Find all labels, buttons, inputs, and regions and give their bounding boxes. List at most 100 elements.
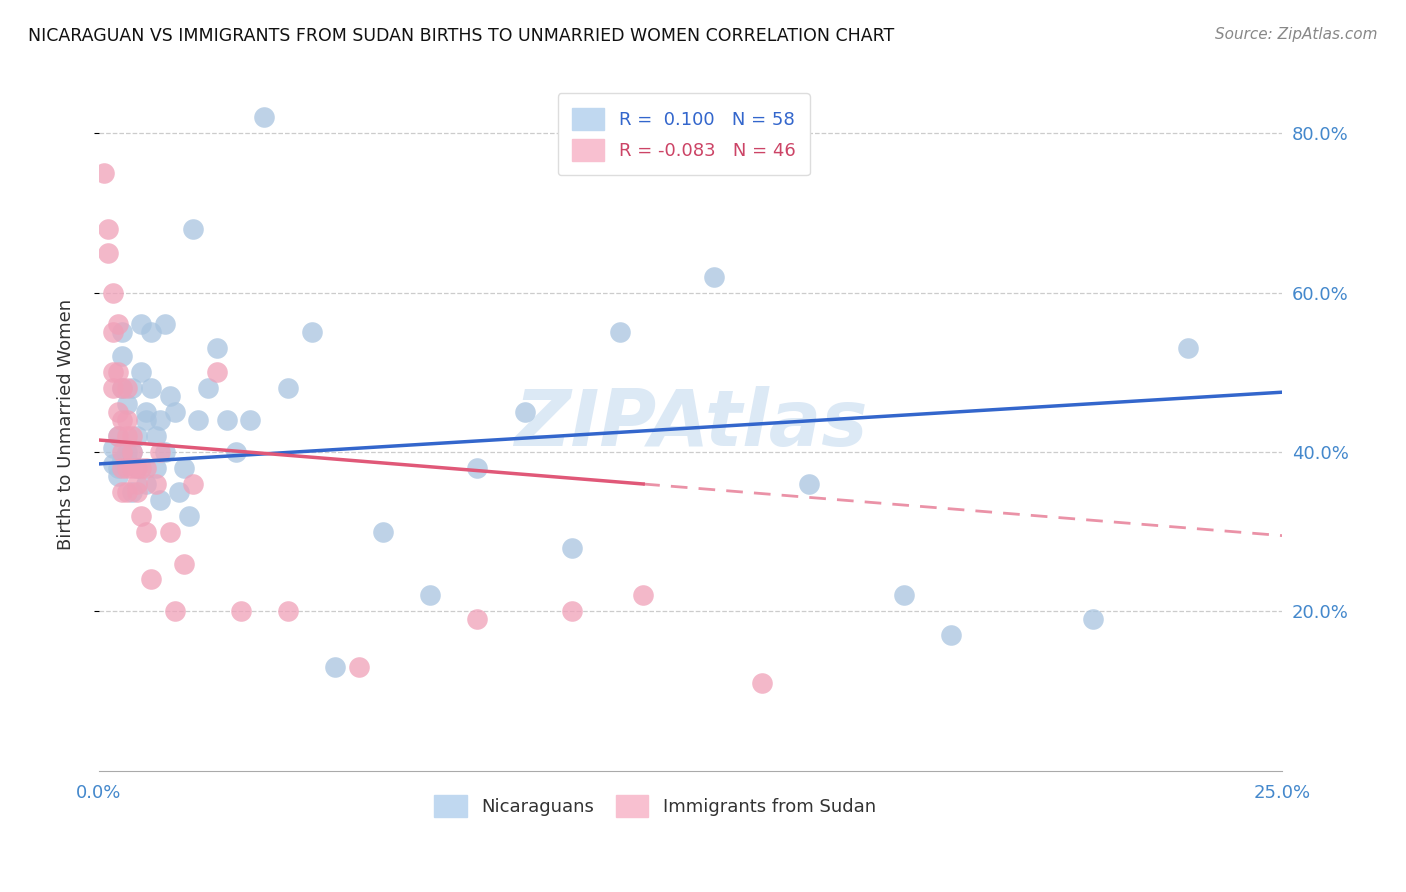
Point xyxy=(135,405,157,419)
Point xyxy=(205,342,228,356)
Point xyxy=(121,445,143,459)
Point xyxy=(149,445,172,459)
Point xyxy=(125,429,148,443)
Point xyxy=(111,381,134,395)
Point xyxy=(277,604,299,618)
Point xyxy=(1177,342,1199,356)
Point xyxy=(125,461,148,475)
Point xyxy=(177,508,200,523)
Point xyxy=(145,429,167,443)
Point xyxy=(107,365,129,379)
Point xyxy=(107,468,129,483)
Point xyxy=(347,660,370,674)
Point xyxy=(111,484,134,499)
Point xyxy=(115,429,138,443)
Point xyxy=(1081,612,1104,626)
Point xyxy=(197,381,219,395)
Point xyxy=(183,222,205,236)
Point xyxy=(131,508,153,523)
Point xyxy=(115,461,138,475)
Point xyxy=(939,628,962,642)
Point xyxy=(131,365,153,379)
Point xyxy=(101,365,124,379)
Point xyxy=(751,676,773,690)
Point xyxy=(115,381,138,395)
Point xyxy=(183,476,205,491)
Text: Source: ZipAtlas.com: Source: ZipAtlas.com xyxy=(1215,27,1378,42)
Point xyxy=(111,461,134,475)
Point xyxy=(125,484,148,499)
Point xyxy=(163,604,186,618)
Point xyxy=(107,429,129,443)
Point xyxy=(111,445,134,459)
Point xyxy=(131,461,153,475)
Point xyxy=(97,222,120,236)
Point xyxy=(101,326,124,340)
Point xyxy=(107,318,129,332)
Point xyxy=(121,429,143,443)
Point xyxy=(159,389,181,403)
Point xyxy=(139,326,162,340)
Legend: Nicaraguans, Immigrants from Sudan: Nicaraguans, Immigrants from Sudan xyxy=(427,788,883,824)
Point xyxy=(107,429,129,443)
Point xyxy=(229,604,252,618)
Point xyxy=(513,405,536,419)
Point xyxy=(135,524,157,539)
Point xyxy=(135,413,157,427)
Point xyxy=(131,318,153,332)
Point xyxy=(173,461,195,475)
Point xyxy=(167,484,190,499)
Point xyxy=(121,381,143,395)
Point xyxy=(125,476,148,491)
Point xyxy=(301,326,323,340)
Point xyxy=(115,484,138,499)
Point xyxy=(135,476,157,491)
Point xyxy=(561,604,583,618)
Point xyxy=(239,413,262,427)
Point xyxy=(115,413,138,427)
Point xyxy=(115,397,138,411)
Point xyxy=(93,166,115,180)
Point xyxy=(467,612,489,626)
Text: ZIPAtlas: ZIPAtlas xyxy=(513,386,868,462)
Point xyxy=(371,524,394,539)
Point xyxy=(225,445,247,459)
Point xyxy=(111,413,134,427)
Point xyxy=(159,524,181,539)
Text: NICARAGUAN VS IMMIGRANTS FROM SUDAN BIRTHS TO UNMARRIED WOMEN CORRELATION CHART: NICARAGUAN VS IMMIGRANTS FROM SUDAN BIRT… xyxy=(28,27,894,45)
Point xyxy=(111,381,134,395)
Point xyxy=(125,461,148,475)
Point xyxy=(631,588,654,602)
Point xyxy=(115,453,138,467)
Point xyxy=(101,381,124,395)
Point xyxy=(101,441,124,455)
Point xyxy=(121,484,143,499)
Point xyxy=(215,413,238,427)
Point xyxy=(107,461,129,475)
Point xyxy=(149,413,172,427)
Point xyxy=(797,476,820,491)
Y-axis label: Births to Unmarried Women: Births to Unmarried Women xyxy=(58,299,75,549)
Point xyxy=(135,461,157,475)
Point xyxy=(163,405,186,419)
Point xyxy=(145,461,167,475)
Point xyxy=(419,588,441,602)
Point xyxy=(561,541,583,555)
Point xyxy=(145,476,167,491)
Point xyxy=(467,461,489,475)
Point xyxy=(121,445,143,459)
Point xyxy=(277,381,299,395)
Point xyxy=(205,365,228,379)
Point xyxy=(115,445,138,459)
Point xyxy=(139,573,162,587)
Point xyxy=(609,326,631,340)
Point xyxy=(97,245,120,260)
Point xyxy=(107,405,129,419)
Point xyxy=(101,285,124,300)
Point xyxy=(111,326,134,340)
Point xyxy=(111,453,134,467)
Point xyxy=(893,588,915,602)
Point xyxy=(153,445,176,459)
Point xyxy=(121,461,143,475)
Point xyxy=(703,269,725,284)
